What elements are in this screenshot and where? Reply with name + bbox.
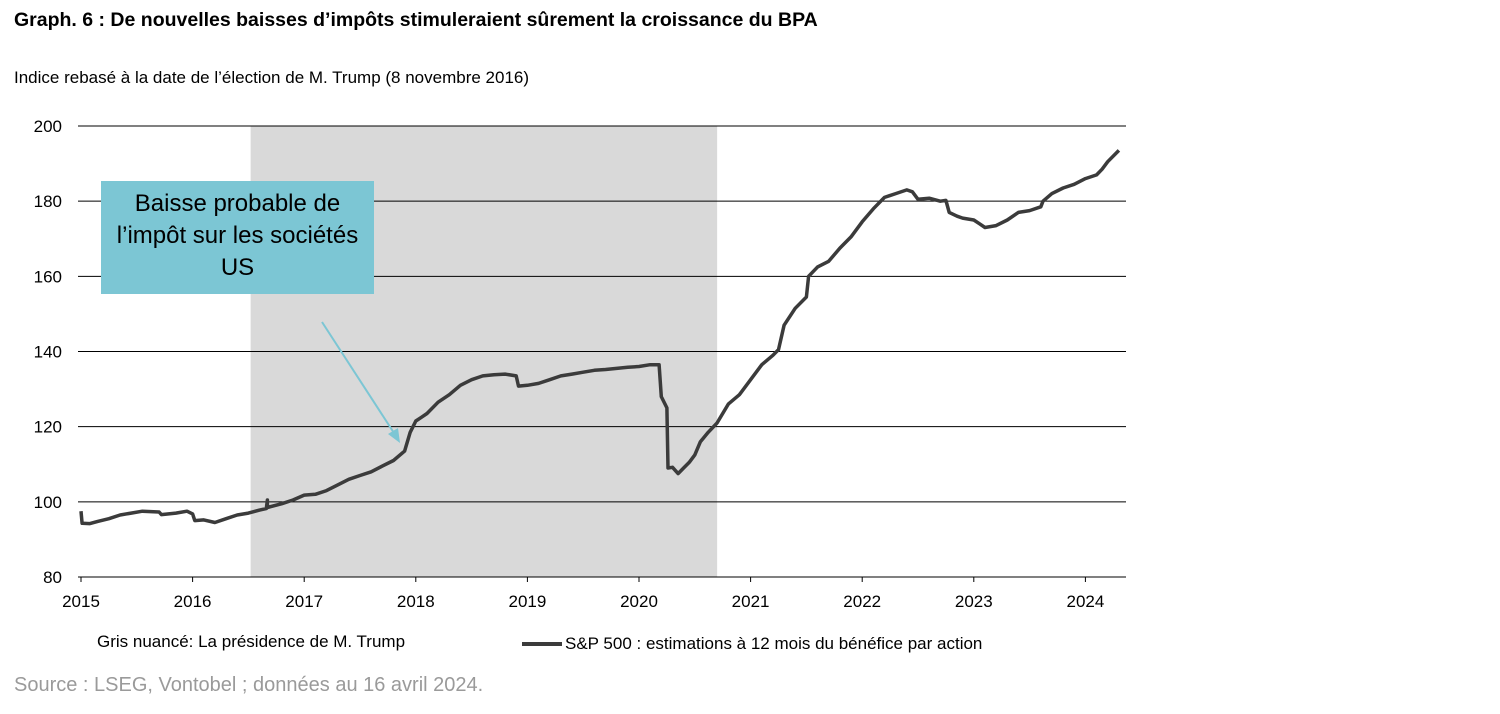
x-tick-label: 2021 [732, 592, 770, 611]
source-note: Source : LSEG, Vontobel ; données au 16 … [14, 674, 484, 696]
legend-series-label: S&P 500 : estimations à 12 mois du bénéf… [565, 634, 983, 653]
y-tick-label: 200 [34, 117, 62, 136]
x-tick-label: 2019 [508, 592, 546, 611]
y-tick-label: 140 [34, 343, 62, 362]
x-tick-label: 2015 [62, 592, 100, 611]
x-axis-ticks: 2015 2016 2017 2018 2019 2020 2021 2022 2023 2024 [62, 577, 1104, 611]
gridlines [78, 125, 1126, 578]
callout-arrow [321, 321, 395, 434]
y-tick-label: 120 [34, 418, 62, 437]
legend-line-swatch [522, 642, 562, 646]
legend-series: S&P 500 : estimations à 12 mois du bénéf… [522, 634, 982, 654]
x-tick-label: 2023 [955, 592, 993, 611]
chart-subtitle: Indice rebasé à la date de l’élection de… [14, 68, 530, 87]
callout-arrowhead [388, 428, 400, 443]
y-tick-label: 160 [34, 267, 62, 286]
callout-box: Baisse probable de l’impôt sur les socié… [101, 181, 374, 294]
x-tick-label: 2018 [397, 592, 435, 611]
y-axis-ticks: 80 100 120 140 160 180 200 [34, 117, 62, 587]
chart-title: Graph. 6 : De nouvelles baisses d’impôts… [14, 9, 818, 31]
x-tick-label: 2020 [620, 592, 658, 611]
y-tick-label: 80 [43, 568, 62, 587]
y-tick-label: 180 [34, 192, 62, 211]
y-tick-label: 100 [34, 493, 62, 512]
x-tick-label: 2016 [174, 592, 212, 611]
series-line-eps-estimates [79, 149, 1121, 526]
legend-shaded: Gris nuancé: La présidence de M. Trump [97, 632, 406, 651]
x-tick-label: 2022 [843, 592, 881, 611]
x-tick-label: 2017 [285, 592, 323, 611]
x-tick-label: 2024 [1066, 592, 1104, 611]
